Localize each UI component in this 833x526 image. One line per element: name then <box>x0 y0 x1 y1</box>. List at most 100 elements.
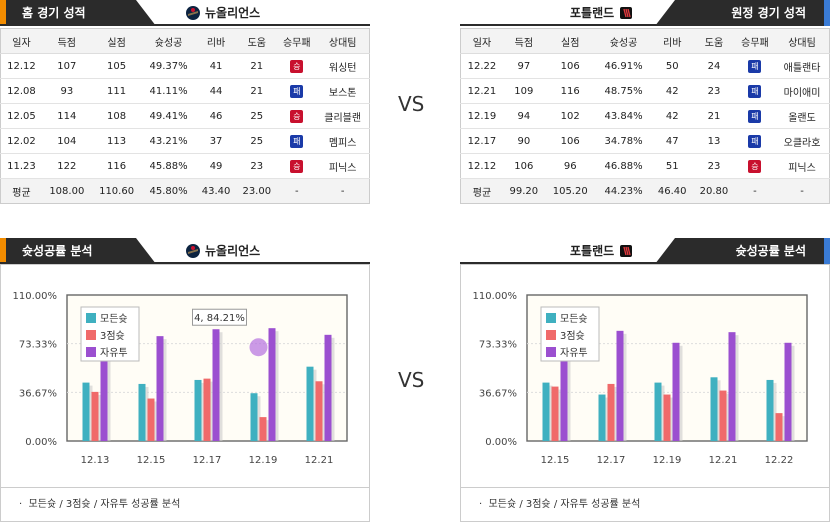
ast-cell: 25 <box>236 128 278 154</box>
home-header-accent <box>0 0 6 26</box>
home-header-line <box>0 24 370 26</box>
avg-ast-cell: 23.00 <box>236 178 278 204</box>
pts-cell: 94 <box>502 103 545 129</box>
pts-cell: 122 <box>41 153 92 179</box>
fg-cell: 49.37% <box>141 53 196 79</box>
away-header-line <box>460 24 830 26</box>
legend-swatch <box>86 313 96 323</box>
avg-result-cell: - <box>734 178 776 204</box>
fg-cell: 46.91% <box>595 53 652 79</box>
away-chart-header-title: 슛성공률 분석 <box>735 244 806 258</box>
home-chart-header: 슛성공률 분석 뉴올리언스 <box>0 238 370 264</box>
away-chart-header-bar: 슛성공률 분석 <box>655 238 824 264</box>
bar-three-pt <box>663 394 671 441</box>
legend-swatch <box>546 330 556 340</box>
away-team: 포틀랜드 <box>570 0 634 26</box>
away-chart-team-name: 포틀랜드 <box>570 244 615 258</box>
fg-cell: 43.21% <box>141 128 196 154</box>
blazers-logo-icon <box>620 245 633 257</box>
fg-cell: 49.41% <box>141 103 196 129</box>
date-cell: 12.08 <box>0 78 42 104</box>
bar-free-throw <box>728 332 736 441</box>
ast-cell: 23 <box>693 78 735 104</box>
result-cell: 승 <box>734 153 776 179</box>
column-header: 실점 <box>544 28 596 54</box>
win-badge: 승 <box>290 109 304 123</box>
fg-cell: 43.84% <box>595 103 652 129</box>
away-team-name: 포틀랜드 <box>570 6 615 20</box>
opp_pts-cell: 113 <box>91 128 142 154</box>
legend-label: 자유투 <box>100 347 128 359</box>
bar-all-shots <box>82 382 90 441</box>
bar-three-pt <box>203 378 211 441</box>
away-chart-note: · 모든슛 / 3점슛 / 자유투 성공률 분석 <box>460 488 830 522</box>
home-header-title: 홈 경기 성적 <box>22 6 86 20</box>
result-cell: 패 <box>734 53 776 79</box>
loss-badge: 패 <box>290 134 304 148</box>
y-tick-label: 0.00% <box>25 437 57 448</box>
result-cell: 패 <box>277 78 317 104</box>
bar-all-shots <box>766 379 774 441</box>
bar-free-throw <box>100 345 108 441</box>
home-chart-header-line <box>0 262 370 264</box>
win-badge: 승 <box>290 159 304 173</box>
reb-cell: 47 <box>651 128 694 154</box>
avg-opp_pts-cell: 110.60 <box>91 178 142 204</box>
opp-cell: 올랜도 <box>775 103 830 129</box>
bar-three-pt <box>719 390 727 441</box>
pts-cell: 93 <box>41 78 92 104</box>
away-table-header-row: 일자 득점 실점 슛성공 리바 도움 승무패 상대팀 <box>460 28 830 54</box>
away-chart-header: 포틀랜드 슛성공률 분석 <box>460 238 830 264</box>
legend-swatch <box>86 330 96 340</box>
loss-badge: 패 <box>748 84 762 98</box>
fg-cell: 48.75% <box>595 78 652 104</box>
bar-all-shots <box>306 366 314 441</box>
home-chart-team: 뉴올리언스 <box>185 238 260 264</box>
reb-cell: 42 <box>651 103 694 129</box>
column-header: 일자 <box>460 28 503 54</box>
away-header-accent <box>824 0 830 26</box>
y-tick-label: 36.67% <box>479 388 517 399</box>
reb-cell: 51 <box>651 153 694 179</box>
x-tick-label: 12.19 <box>653 455 682 466</box>
bar-three-pt <box>315 381 323 441</box>
y-tick-label: 110.00% <box>473 291 518 302</box>
opp_pts-cell: 106 <box>544 53 596 79</box>
bar-three-pt <box>91 391 99 441</box>
avg-reb-cell: 43.40 <box>195 178 237 204</box>
legend-label: 모든슛 <box>560 313 588 325</box>
x-tick-label: 12.21 <box>305 455 334 466</box>
home-shooting-chart: 0.00% 36.67% 73.33% 110.00% 12.13 12.15 12.17 1… <box>13 291 348 466</box>
loss-badge: 패 <box>290 84 304 98</box>
opp_pts-cell: 111 <box>91 78 142 104</box>
bar-free-throw <box>672 342 680 441</box>
column-header: 상대팀 <box>775 28 830 54</box>
avg-opp-cell: - <box>316 178 370 204</box>
hover-marker <box>249 338 268 357</box>
away-chart-box: 0.00% 36.67% 73.33% 110.00% 12.15 12.17 12.19 1… <box>460 264 830 488</box>
opp-cell: 마이애미 <box>775 78 830 104</box>
ast-cell: 13 <box>693 128 735 154</box>
y-tick-label: 110.00% <box>13 291 58 302</box>
loss-badge: 패 <box>748 134 762 148</box>
x-tick-label: 12.17 <box>193 455 222 466</box>
opp-cell: 피닉스 <box>775 153 830 179</box>
pts-cell: 107 <box>41 53 92 79</box>
opp-cell: 보스톤 <box>316 78 370 104</box>
result-cell: 패 <box>734 103 776 129</box>
fg-cell: 41.11% <box>141 78 196 104</box>
home-table-header-row: 일자 득점 실점 슛성공 리바 도움 승무패 상대팀 <box>0 28 370 54</box>
x-tick-label: 12.19 <box>249 455 278 466</box>
pts-cell: 97 <box>502 53 545 79</box>
reb-cell: 46 <box>195 103 237 129</box>
column-header: 도움 <box>236 28 278 54</box>
home-team: 뉴올리언스 <box>185 0 260 26</box>
away-chart-header-accent <box>824 238 830 264</box>
column-header: 상대팀 <box>316 28 370 54</box>
result-cell: 승 <box>277 153 317 179</box>
column-header: 리바 <box>195 28 237 54</box>
pts-cell: 109 <box>502 78 545 104</box>
date-cell: 11.23 <box>0 153 42 179</box>
bar-free-throw <box>324 334 332 441</box>
